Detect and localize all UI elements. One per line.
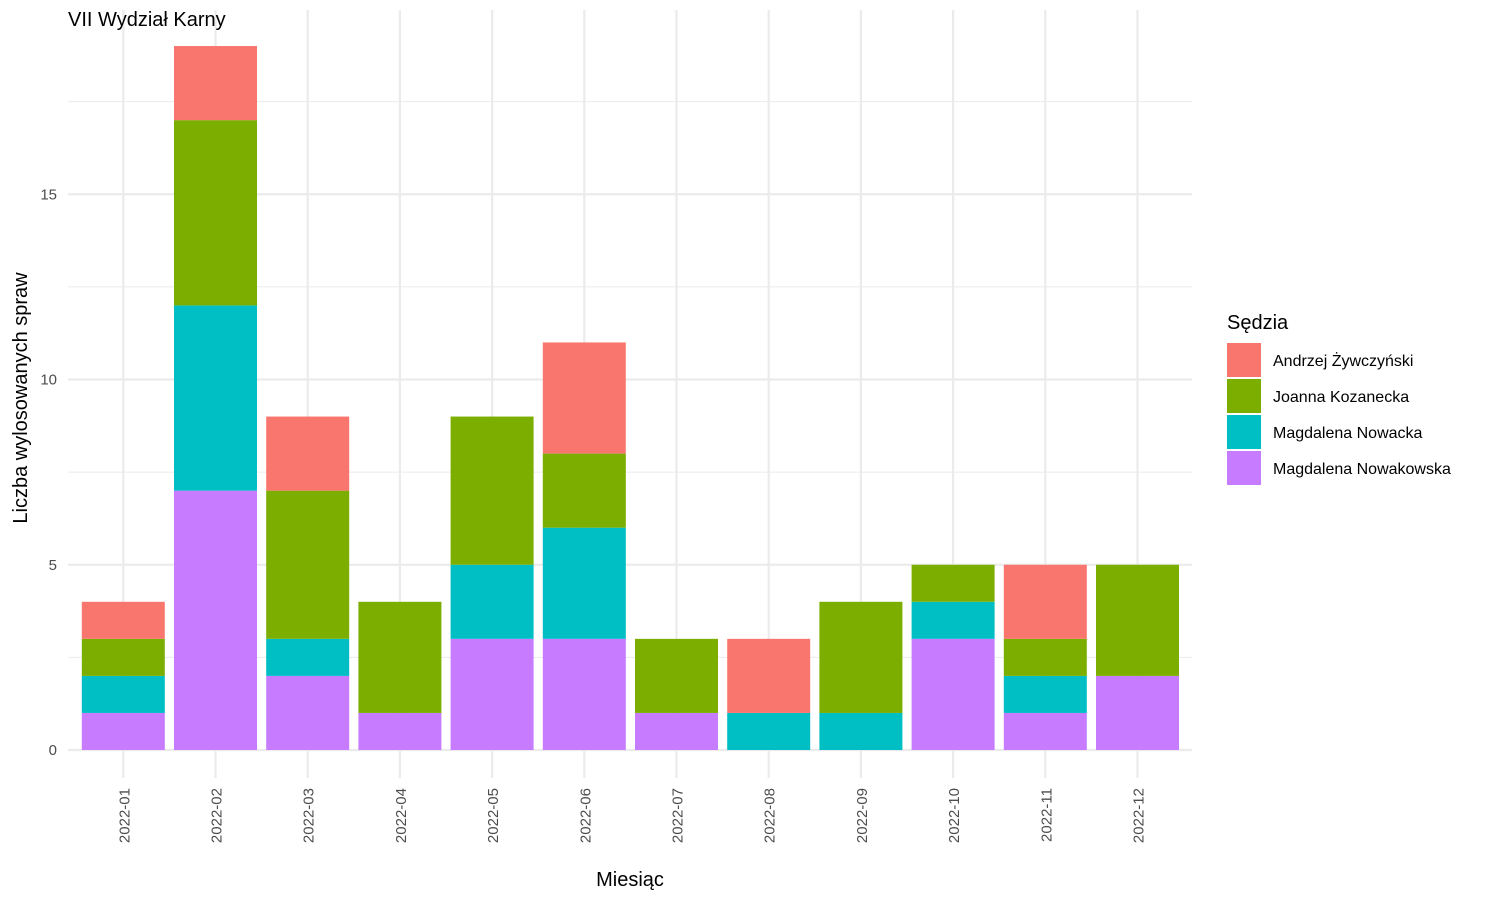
bar-segment — [1003, 564, 1087, 639]
x-tick-label: 2022-08 — [762, 788, 779, 843]
bar-segment — [266, 490, 350, 639]
bar-segment — [266, 675, 350, 750]
bar-segment — [542, 453, 626, 528]
x-tick-label: 2022-10 — [946, 788, 963, 843]
bar-segment — [81, 675, 165, 713]
bar-segment — [542, 638, 626, 750]
bar-segment — [911, 564, 995, 602]
bar-segment — [266, 416, 350, 491]
bar-segment — [450, 638, 534, 750]
legend-label: Magdalena Nowacka — [1273, 425, 1423, 442]
x-axis-ticks: 2022-01 2022-02 2022-03 2022-04 2022-05 2022-… — [116, 788, 1147, 843]
bar-segment — [819, 712, 903, 750]
bar-segment — [266, 638, 350, 676]
bar-segment — [635, 712, 718, 750]
chart-title: VII Wydział Karny — [68, 9, 226, 31]
bar-segment — [727, 712, 811, 750]
bar-segment — [81, 712, 165, 750]
x-tick-label: 2022-04 — [393, 788, 410, 843]
x-tick-label: 2022-03 — [301, 788, 318, 843]
bar-segment — [174, 490, 257, 750]
y-tick-label: 5 — [49, 557, 57, 574]
x-tick-label: 2022-06 — [577, 788, 594, 843]
bar-segment — [1096, 564, 1179, 676]
legend-label: Joanna Kozanecka — [1273, 389, 1409, 406]
y-tick-label: 0 — [49, 742, 57, 759]
bar-segment — [1003, 675, 1087, 713]
bar-segment — [635, 638, 718, 713]
legend-label: Andrzej Żywczyński — [1273, 351, 1413, 370]
legend-key — [1227, 343, 1261, 377]
x-tick-label: 2022-02 — [209, 788, 226, 843]
x-tick-label: 2022-07 — [670, 788, 687, 843]
legend-key — [1227, 415, 1261, 449]
bar-segment — [727, 638, 811, 713]
legend-title: Sędzia — [1227, 312, 1289, 334]
bar-segment — [450, 564, 534, 639]
bar-segment — [1003, 712, 1087, 750]
x-tick-label: 2022-01 — [116, 788, 133, 843]
y-axis-title: Liczba wylosowanych spraw — [10, 272, 32, 524]
bar-segment — [911, 601, 995, 639]
bar-segment — [358, 712, 442, 750]
bar-segment — [911, 638, 995, 750]
bar-segment — [81, 601, 165, 639]
legend-key — [1227, 451, 1261, 485]
bar-segment — [174, 305, 257, 491]
bar-segment — [450, 416, 534, 565]
bar-segment — [542, 527, 626, 639]
y-tick-label: 10 — [40, 372, 57, 389]
x-tick-label: 2022-11 — [1038, 788, 1055, 842]
bar-segment — [81, 638, 165, 676]
bar-segment — [1003, 638, 1087, 676]
bar-segment — [358, 601, 442, 713]
y-tick-label: 15 — [40, 186, 57, 203]
bar-segment — [174, 120, 257, 306]
legend-key — [1227, 379, 1261, 413]
legend: Andrzej Żywczyński Joanna Kozanecka Magdal… — [1227, 343, 1451, 485]
x-tick-label: 2022-09 — [854, 788, 871, 843]
bar-segment — [174, 46, 257, 121]
x-axis-title: Miesiąc — [596, 869, 664, 891]
bar-segment — [542, 342, 626, 454]
y-axis-ticks: 0 5 10 15 — [40, 186, 57, 759]
x-tick-label: 2022-05 — [485, 788, 502, 843]
x-tick-label: 2022-12 — [1131, 788, 1148, 843]
bar-segment — [1096, 675, 1179, 750]
bar-segment — [819, 601, 903, 713]
bars — [81, 46, 1179, 750]
legend-label: Magdalena Nowakowska — [1273, 461, 1451, 478]
